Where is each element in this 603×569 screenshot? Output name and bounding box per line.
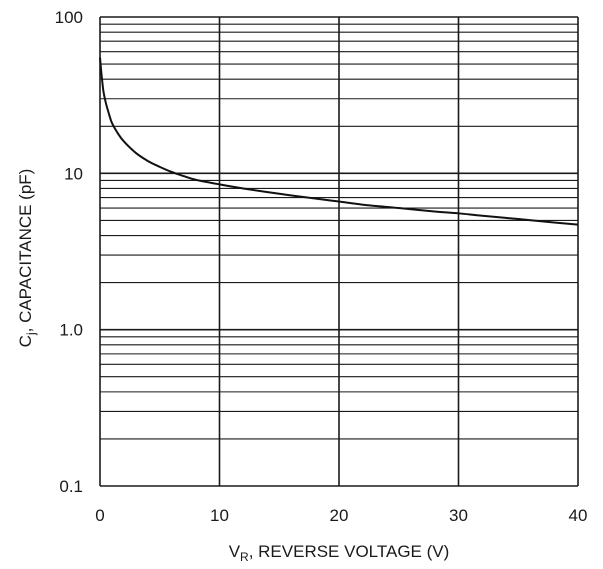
y-tick-label: 100	[55, 8, 83, 27]
x-axis-label-subscript: R	[240, 550, 249, 564]
x-tick-label: 20	[330, 506, 349, 525]
x-tick-label: 10	[210, 506, 229, 525]
y-tick-label: 1.0	[59, 321, 83, 340]
grid	[99, 16, 579, 487]
series-layer	[99, 57, 579, 226]
y-axis-label-subscript: j	[24, 332, 38, 336]
y-tick-label: 0.1	[59, 477, 83, 496]
tick-labels: 0 10 20 30 40 0.1 1.0 10 100	[55, 8, 588, 525]
y-tick-label: 10	[64, 164, 83, 183]
x-tick-label: 30	[449, 506, 468, 525]
capacitance-curve	[99, 57, 579, 226]
x-tick-label: 0	[95, 506, 104, 525]
x-tick-label: 40	[569, 506, 588, 525]
x-axis-label: VR, REVERSE VOLTAGE (V)	[229, 542, 450, 564]
y-axis-label: Cj, CAPACITANCE (pF)	[16, 169, 38, 348]
